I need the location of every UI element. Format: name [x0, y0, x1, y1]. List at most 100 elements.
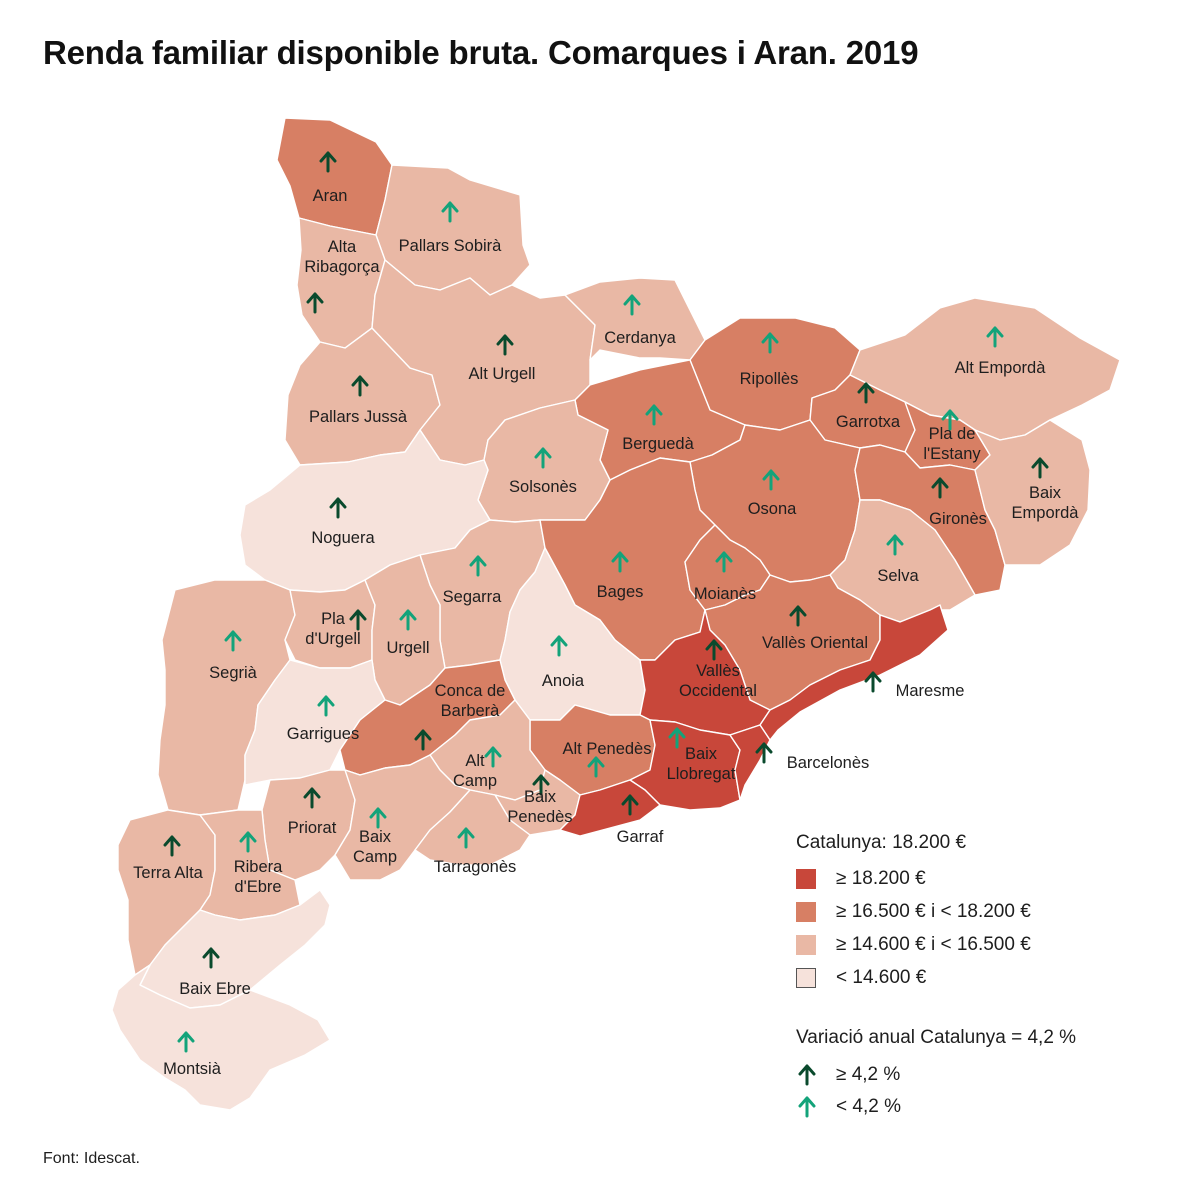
arrow-up-light-icon	[715, 551, 733, 573]
region-name: Tarragonès	[434, 858, 517, 876]
arrow-up-light-icon	[224, 630, 242, 652]
region-name: Alt Empordà	[955, 359, 1047, 377]
region-name: Noguera	[311, 529, 375, 547]
label-segria: Segrià	[209, 630, 258, 682]
legend-label: ≥ 4,2 %	[836, 1064, 901, 1085]
legend-item-arrow-above: ≥ 4,2 %	[796, 1063, 900, 1087]
label-alt-emporda: Alt Empordà	[955, 326, 1047, 377]
legend-item-class-3: ≥ 14.600 € i < 16.500 €	[796, 933, 1031, 957]
region-name: Urgell	[386, 639, 429, 657]
label-conca-de-barbera: Conca de Barberà	[414, 682, 505, 751]
label-urgell: Urgell	[386, 609, 430, 657]
legend-label: ≥ 16.500 € i < 18.200 €	[836, 901, 1031, 922]
arrow-up-light-icon	[457, 827, 475, 849]
arrow-up-dark-icon	[306, 292, 324, 314]
region-name: Priorat	[288, 819, 337, 837]
legend-item-class-1: ≥ 18.200 €	[796, 867, 926, 891]
label-valles-occidental: Vallès Occidental	[679, 639, 757, 700]
legend-swatch	[796, 935, 816, 955]
arrow-up-dark-icon	[351, 375, 369, 397]
label-pallars-jussa: Pallars Jussà	[309, 375, 408, 426]
arrow-up-dark-icon	[755, 742, 773, 764]
region-name: Penedès	[507, 808, 572, 826]
label-tarragones: Tarragonès	[434, 827, 517, 876]
legend-swatch	[796, 968, 816, 988]
label-pla-d-urgell: Pla d'Urgell	[305, 609, 367, 648]
label-anoia: Anoia	[542, 635, 585, 690]
region-maresme	[759, 604, 949, 741]
source-note: Font: Idescat.	[43, 1150, 140, 1167]
arrow-up-light-icon	[761, 332, 779, 354]
region-name: Vallès	[696, 662, 740, 680]
label-cerdanya: Cerdanya	[604, 294, 677, 347]
arrow-up-dark-icon	[319, 151, 337, 173]
label-bergueda: Berguedà	[622, 404, 695, 453]
region-name: Terra Alta	[133, 864, 204, 882]
arrow-up-dark-icon	[789, 605, 807, 627]
label-baix-penedes: Baix Penedès	[507, 774, 573, 826]
label-barcelones: Barcelonès	[755, 742, 869, 772]
legend-swatch	[796, 869, 816, 889]
region-name: Moianès	[694, 585, 756, 603]
arrow-up-light-icon	[484, 746, 502, 768]
region-name: Alt Urgell	[469, 365, 536, 383]
arrow-up-light-icon	[441, 201, 459, 223]
label-pla-de-l-estany: Pla de l'Estany	[923, 409, 981, 463]
arrow-up-dark-icon	[931, 477, 949, 499]
region-name: Gironès	[929, 510, 987, 528]
label-garrigues: Garrigues	[287, 695, 359, 743]
label-garrotxa: Garrotxa	[836, 382, 901, 431]
region-name: Osona	[748, 500, 797, 518]
label-bages: Bages	[597, 551, 644, 601]
arrow-up-light-icon	[369, 807, 387, 829]
region-name: Berguedà	[622, 435, 694, 453]
region-name: Anoia	[542, 672, 585, 690]
arrow-up-dark-icon	[329, 497, 347, 519]
region-name: Segarra	[443, 588, 503, 606]
label-pallars-sobira: Pallars Sobirà	[399, 201, 502, 255]
region-name: Aran	[313, 187, 348, 205]
region-montsia	[111, 964, 331, 1111]
region-barcelones	[729, 724, 771, 801]
region-name: Ribera	[234, 858, 283, 876]
label-ribera-d-ebre: Ribera d'Ebre	[234, 831, 283, 896]
region-name: Camp	[353, 848, 397, 866]
label-alt-camp: Alt Camp	[453, 746, 502, 790]
region-name: Barberà	[441, 702, 501, 720]
label-noguera: Noguera	[311, 497, 375, 547]
label-priorat: Priorat	[288, 787, 337, 837]
arrow-up-dark-icon	[857, 382, 875, 404]
label-baix-ebre: Baix Ebre	[179, 947, 251, 998]
arrow-up-dark-icon	[798, 1064, 816, 1086]
arrow-up-light-icon	[668, 727, 686, 749]
region-name: Vallès Oriental	[762, 634, 868, 652]
arrow-up-light-icon	[798, 1096, 816, 1118]
legend-total: Catalunya: 18.200 €	[796, 832, 967, 853]
label-selva: Selva	[877, 534, 919, 585]
legend-label: ≥ 18.200 €	[836, 868, 926, 889]
legend-item-arrow-below: < 4,2 %	[796, 1095, 901, 1119]
arrow-up-light-icon	[550, 635, 568, 657]
arrow-up-light-icon	[469, 555, 487, 577]
label-alt-urgell: Alt Urgell	[469, 334, 536, 383]
arrow-up-light-icon	[762, 469, 780, 491]
arrow-up-dark-icon	[303, 787, 321, 809]
region-name: Bages	[597, 583, 644, 601]
arrow-up-light-icon	[986, 326, 1004, 348]
region-name: Garrigues	[287, 725, 359, 743]
region-name: Camp	[453, 772, 497, 790]
regions-layer	[111, 117, 1121, 1111]
map-title: Renda familiar disponible bruta. Comarqu…	[43, 34, 919, 71]
region-name: Alt	[465, 752, 485, 770]
region-baix-llobregat	[629, 719, 741, 811]
arrow-up-dark-icon	[621, 794, 639, 816]
arrow-up-dark-icon	[163, 835, 181, 857]
label-terra-alta: Terra Alta	[133, 835, 204, 882]
label-girones: Gironès	[929, 477, 987, 528]
arrow-up-dark-icon	[202, 947, 220, 969]
region-name: Ripollès	[740, 370, 799, 388]
label-valles-oriental: Vallès Oriental	[762, 605, 868, 652]
arrow-up-light-icon	[645, 404, 663, 426]
region-name: Selva	[877, 567, 919, 585]
region-name: Pallars Jussà	[309, 408, 408, 426]
